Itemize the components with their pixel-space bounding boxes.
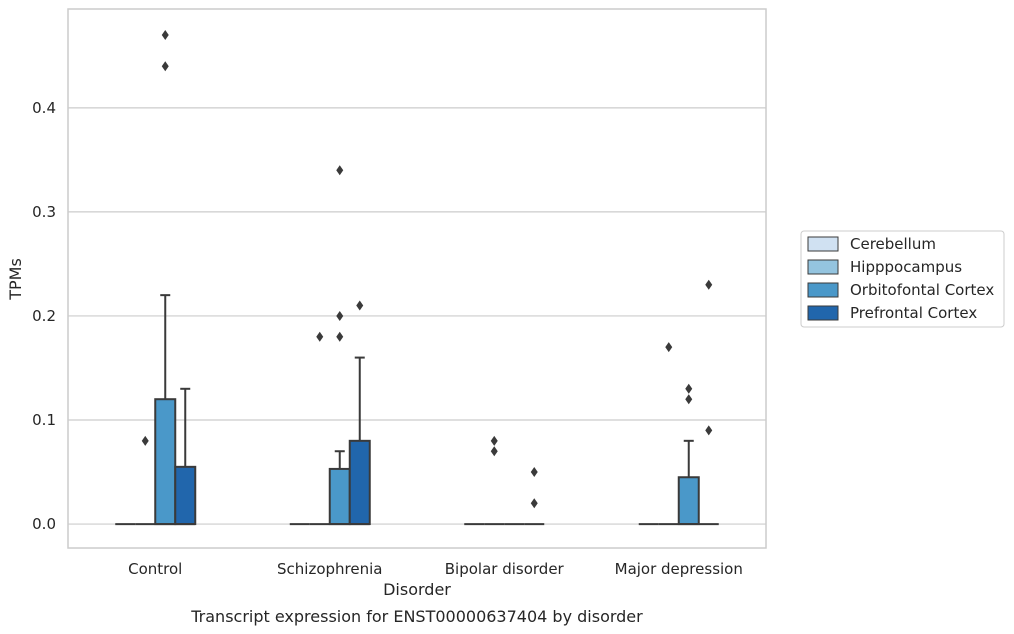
x-tick-label: Major depression xyxy=(615,560,743,578)
outlier-marker xyxy=(356,300,364,311)
y-tick-label: 0.1 xyxy=(32,411,56,429)
legend-label: Cerebellum xyxy=(850,235,936,253)
legend-label: Orbitofontal Cortex xyxy=(850,281,994,299)
legend-swatch xyxy=(807,282,839,298)
legend-label: Hipppocampus xyxy=(850,258,962,276)
box-group xyxy=(524,467,545,526)
legend-swatch xyxy=(807,305,839,321)
y-tick-label: 0.3 xyxy=(32,203,56,221)
x-tick-label: Control xyxy=(128,560,182,578)
legend: Cerebellum Hipppocampus Orbitofontal Corte… xyxy=(800,230,1005,328)
outlier-marker xyxy=(161,61,169,72)
outlier-marker xyxy=(336,165,344,176)
x-axis-title: Disorder xyxy=(383,580,451,599)
outlier-marker xyxy=(685,383,693,394)
outlier-marker xyxy=(530,467,538,478)
legend-swatch xyxy=(807,236,839,252)
outlier-marker xyxy=(141,435,149,446)
legend-label: Prefrontal Cortex xyxy=(850,304,977,322)
outlier-marker xyxy=(705,279,713,290)
box-group xyxy=(484,435,505,526)
outlier-marker xyxy=(161,30,169,41)
plot-frame xyxy=(67,8,767,549)
y-axis-title: TPMs xyxy=(6,258,25,301)
box xyxy=(677,476,700,526)
y-tick-label: 0.4 xyxy=(32,99,56,117)
box xyxy=(154,398,177,526)
chart-caption: Transcript expression for ENST0000063740… xyxy=(190,607,643,626)
outlier-marker xyxy=(665,342,673,353)
box-group xyxy=(135,435,156,526)
y-tick-label: 0.2 xyxy=(32,307,56,325)
box-group xyxy=(309,331,330,526)
outlier-marker xyxy=(685,394,693,405)
y-tick-label: 0.0 xyxy=(32,515,56,533)
outlier-marker xyxy=(530,498,538,509)
box xyxy=(348,439,371,526)
box-group xyxy=(154,30,177,526)
box-group xyxy=(677,383,700,526)
box-group xyxy=(348,300,371,526)
outlier-marker xyxy=(336,331,344,342)
legend-swatch xyxy=(807,259,839,275)
box-layer xyxy=(115,30,719,526)
outlier-marker xyxy=(316,331,324,342)
x-tick-label: Schizophrenia xyxy=(277,560,382,578)
outlier-marker xyxy=(336,310,344,321)
box xyxy=(328,467,351,526)
box xyxy=(174,465,197,526)
outlier-marker xyxy=(705,425,713,436)
box-group xyxy=(328,165,351,526)
outlier-marker xyxy=(490,446,498,457)
box-group xyxy=(698,279,719,526)
box-group xyxy=(658,342,679,526)
outlier-marker xyxy=(490,435,498,446)
x-tick-labels: Control Schizophrenia Bipolar disorder Majo… xyxy=(128,560,743,578)
x-tick-label: Bipolar disorder xyxy=(445,560,565,578)
y-tick-labels: 0.0 0.1 0.2 0.3 0.4 xyxy=(32,99,56,533)
legend-frame xyxy=(800,230,1005,328)
box-group xyxy=(174,387,197,526)
